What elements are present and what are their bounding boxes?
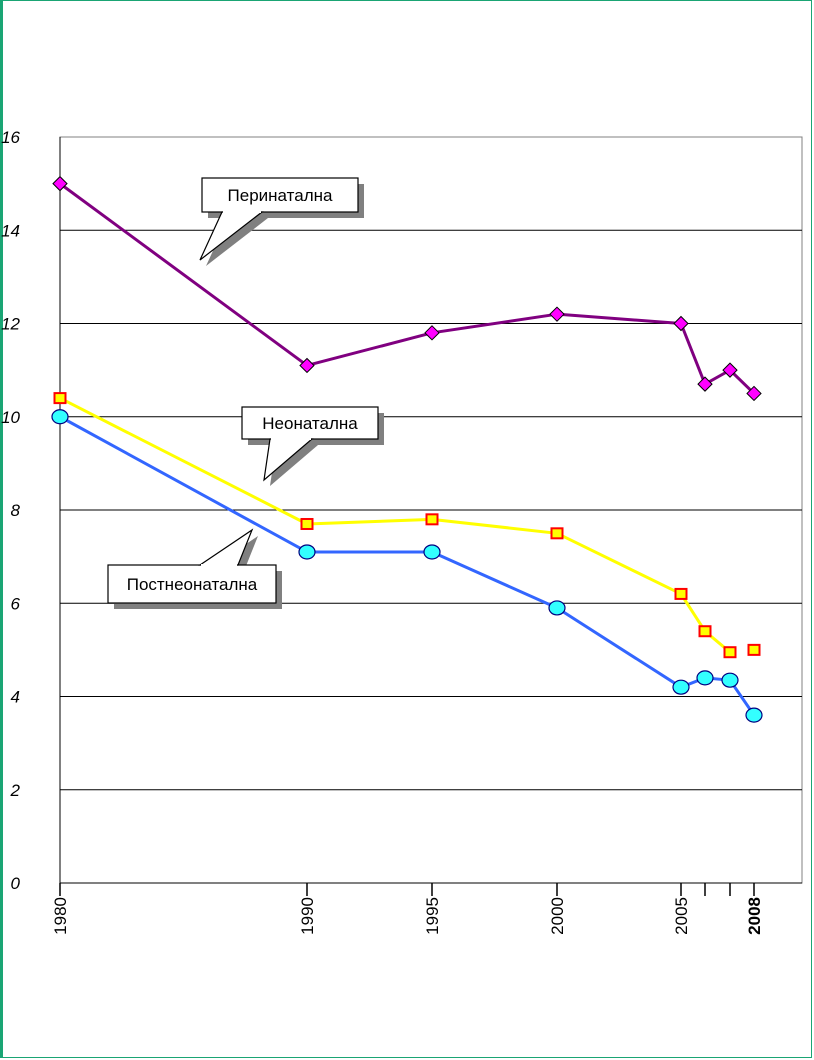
grid-layer <box>59 136 803 884</box>
data-point <box>721 672 739 688</box>
series-layer <box>51 175 763 723</box>
callout-box <box>201 177 359 213</box>
axis-layer: 0 2 4 6 8 10 12 14 16 1980 1990 1995 2000 2005 2008 <box>1 128 802 935</box>
series-2 <box>51 409 763 723</box>
series-0 <box>52 175 762 402</box>
data-point <box>550 527 564 540</box>
data-point <box>698 625 712 638</box>
callout-box <box>107 564 277 604</box>
data-point <box>299 357 315 374</box>
callout-pointer <box>263 438 314 482</box>
data-point <box>53 392 67 405</box>
y-tick-label: 6 <box>11 594 21 613</box>
y-tick-label: 0 <box>11 874 21 893</box>
y-tick-label: 14 <box>1 221 20 240</box>
data-point <box>723 646 737 659</box>
data-point <box>672 679 690 695</box>
x-tick-label: 1980 <box>51 897 70 935</box>
callout-0: Перинатална <box>199 177 364 266</box>
x-tick-label: 1995 <box>423 897 442 935</box>
x-tick-label: 2008 <box>745 897 764 935</box>
y-tick-label: 2 <box>10 781 21 800</box>
data-point <box>745 707 763 723</box>
callout-label: Неонатална <box>262 414 358 433</box>
x-tick-label: 2005 <box>672 897 691 935</box>
y-tick-label: 16 <box>1 128 20 147</box>
callout-layer: Перинатална Неонатална Постнеонатална <box>107 177 384 609</box>
data-point <box>746 385 762 402</box>
data-point <box>697 376 713 392</box>
series-1 <box>53 392 761 659</box>
data-point <box>425 513 439 526</box>
data-point <box>52 175 68 192</box>
data-point <box>696 670 714 686</box>
data-point <box>549 306 565 322</box>
series-line <box>59 396 731 654</box>
callout-label: Перинатална <box>228 186 333 205</box>
data-point <box>747 643 761 656</box>
data-point <box>548 600 566 616</box>
x-tick-label: 2000 <box>548 897 567 935</box>
data-point <box>423 544 441 560</box>
callout-1: Неонатална <box>241 406 384 486</box>
data-point <box>51 409 69 425</box>
y-tick-label: 4 <box>11 688 20 707</box>
data-point <box>300 517 314 530</box>
callout-label: Постнеонатална <box>127 575 258 594</box>
x-tick-label: 1990 <box>298 897 317 935</box>
series-line <box>59 182 756 395</box>
callout-2: Постнеонатална <box>107 528 282 609</box>
data-point <box>674 587 688 600</box>
y-tick-label: 10 <box>1 408 20 427</box>
callout-shadow-tail <box>206 218 268 266</box>
y-tick-label: 8 <box>11 501 21 520</box>
data-point <box>298 544 316 560</box>
callout-pointer <box>199 211 264 261</box>
data-point <box>424 325 440 341</box>
callout-box <box>241 406 379 440</box>
data-point <box>722 362 738 378</box>
y-tick-label: 12 <box>1 315 20 334</box>
data-point <box>673 315 689 332</box>
